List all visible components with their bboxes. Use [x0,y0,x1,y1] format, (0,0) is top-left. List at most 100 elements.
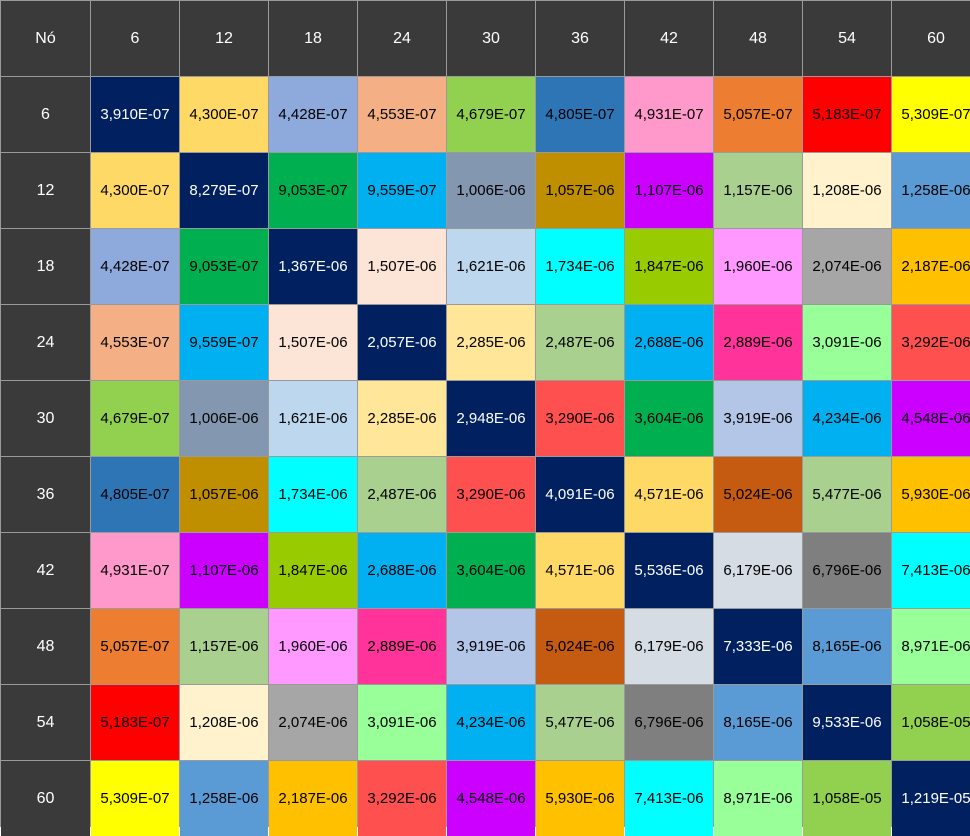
heatmap-cell: 1,734E-06 [536,229,624,304]
heatmap-cell: 5,536E-06 [625,533,713,608]
row-header: 60 [1,761,90,836]
heatmap-cell: 1,157E-06 [180,609,268,684]
heatmap-cell: 7,413E-06 [625,761,713,836]
heatmap-cell: 4,553E-07 [91,305,179,380]
heatmap-cell: 2,487E-06 [358,457,446,532]
heatmap-cell: 8,165E-06 [714,685,802,760]
heatmap-cell: 1,107E-06 [180,533,268,608]
heatmap-cell: 1,058E-05 [803,761,891,836]
heatmap-cell: 5,183E-07 [91,685,179,760]
heatmap-cell: 4,300E-07 [180,77,268,152]
heatmap-cell: 6,796E-06 [803,533,891,608]
heatmap-cell: 2,487E-06 [536,305,624,380]
row-header: 6 [1,77,90,152]
row-header: 24 [1,305,90,380]
heatmap-cell: 9,053E-07 [269,153,357,228]
heatmap-cell: 3,292E-06 [892,305,970,380]
heatmap-cell: 1,219E-05 [892,761,970,836]
heatmap-cell: 3,919E-06 [447,609,535,684]
heatmap-cell: 7,413E-06 [892,533,970,608]
heatmap-cell: 5,024E-06 [714,457,802,532]
heatmap-cell: 4,571E-06 [536,533,624,608]
heatmap-cell: 5,930E-06 [892,457,970,532]
row-header: 12 [1,153,90,228]
heatmap-cell: 4,234E-06 [803,381,891,456]
heatmap-cell: 3,604E-06 [447,533,535,608]
heatmap-cell: 1,734E-06 [269,457,357,532]
row-header: 48 [1,609,90,684]
heatmap-cell: 7,333E-06 [714,609,802,684]
column-header: 54 [803,1,891,76]
column-header: 30 [447,1,535,76]
heatmap-cell: 4,428E-07 [91,229,179,304]
heatmap-cell: 1,621E-06 [447,229,535,304]
heatmap-cell: 9,533E-06 [803,685,891,760]
heatmap-cell: 4,805E-07 [91,457,179,532]
heatmap-cell: 1,208E-06 [180,685,268,760]
heatmap-cell: 9,559E-07 [180,305,268,380]
heatmap-cell: 6,179E-06 [625,609,713,684]
heatmap-cell: 4,428E-07 [269,77,357,152]
heatmap-cell: 4,805E-07 [536,77,624,152]
heatmap-cell: 2,688E-06 [625,305,713,380]
row-header: 42 [1,533,90,608]
heatmap-cell: 1,960E-06 [714,229,802,304]
heatmap-cell: 9,053E-07 [180,229,268,304]
corner-header: Nó [1,1,90,76]
heatmap-cell: 1,960E-06 [269,609,357,684]
heatmap-cell: 5,309E-07 [892,77,970,152]
heatmap-cell: 2,688E-06 [358,533,446,608]
heatmap-cell: 5,930E-06 [536,761,624,836]
column-header: 42 [625,1,713,76]
heatmap-cell: 4,679E-07 [447,77,535,152]
column-header: 48 [714,1,802,76]
heatmap-cell: 2,285E-06 [447,305,535,380]
heatmap-cell: 3,290E-06 [447,457,535,532]
heatmap-cell: 4,300E-07 [91,153,179,228]
heatmap-cell: 4,571E-06 [625,457,713,532]
heatmap-cell: 2,948E-06 [447,381,535,456]
heatmap-cell: 2,889E-06 [714,305,802,380]
column-header: 24 [358,1,446,76]
heatmap-cell: 1,058E-05 [892,685,970,760]
heatmap-cell: 1,847E-06 [625,229,713,304]
heatmap-cell: 2,889E-06 [358,609,446,684]
heatmap-cell: 4,931E-07 [91,533,179,608]
heatmap-cell: 6,796E-06 [625,685,713,760]
heatmap-cell: 8,971E-06 [892,609,970,684]
heatmap-cell: 8,971E-06 [714,761,802,836]
heatmap-cell: 8,279E-07 [180,153,268,228]
heatmap-cell: 4,931E-07 [625,77,713,152]
heatmap-cell: 4,548E-06 [447,761,535,836]
heatmap-cell: 1,006E-06 [180,381,268,456]
heatmap-cell: 1,006E-06 [447,153,535,228]
heatmap-cell: 1,258E-06 [892,153,970,228]
heatmap-cell: 2,074E-06 [803,229,891,304]
heatmap-cell: 1,157E-06 [714,153,802,228]
heatmap-cell: 5,183E-07 [803,77,891,152]
heatmap-cell: 6,179E-06 [714,533,802,608]
heatmap-cell: 5,477E-06 [536,685,624,760]
heatmap-cell: 2,187E-06 [269,761,357,836]
heatmap-cell: 9,559E-07 [358,153,446,228]
heatmap-cell: 3,910E-07 [91,77,179,152]
heatmap-cell: 4,091E-06 [536,457,624,532]
column-header: 12 [180,1,268,76]
heatmap-cell: 1,621E-06 [269,381,357,456]
heatmap-cell: 4,679E-07 [91,381,179,456]
heatmap-cell: 1,507E-06 [358,229,446,304]
heatmap-cell: 3,091E-06 [803,305,891,380]
heatmap-cell: 4,234E-06 [447,685,535,760]
heatmap-cell: 1,847E-06 [269,533,357,608]
column-header: 6 [91,1,179,76]
heatmap-cell: 8,165E-06 [803,609,891,684]
heatmap-cell: 3,919E-06 [714,381,802,456]
heatmap-cell: 1,208E-06 [803,153,891,228]
heatmap-cell: 1,057E-06 [180,457,268,532]
row-header: 30 [1,381,90,456]
heatmap-cell: 3,290E-06 [536,381,624,456]
column-header: 18 [269,1,357,76]
heatmap-cell: 5,024E-06 [536,609,624,684]
heatmap-cell: 5,477E-06 [803,457,891,532]
